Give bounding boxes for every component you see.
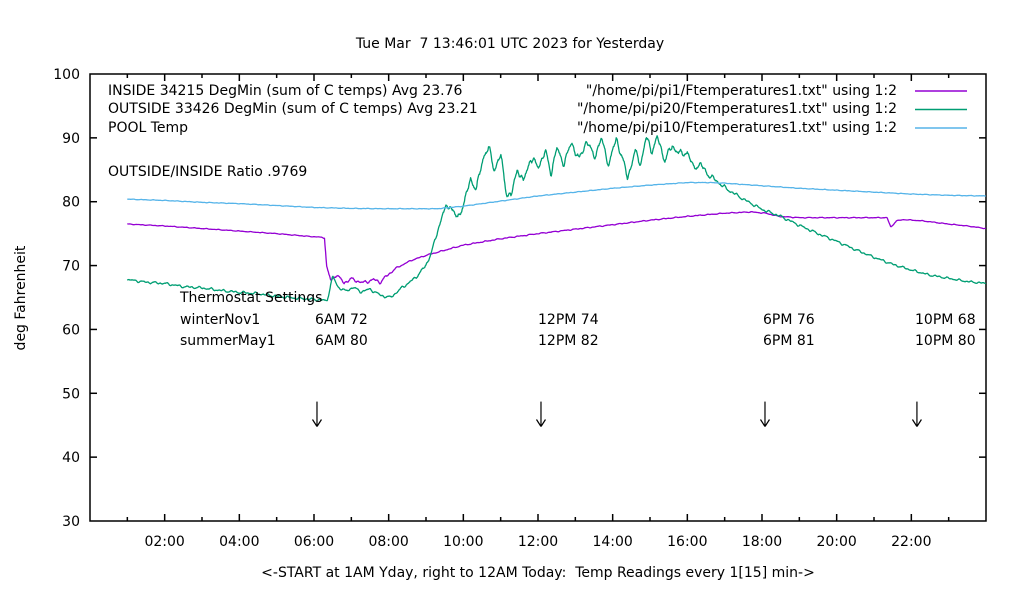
y-tick-label: 70 <box>62 259 80 275</box>
series-line-pool <box>127 181 987 210</box>
thermostat-arrow-head <box>535 419 542 427</box>
legend-file: "/home/pi/pi20/Ftemperatures1.txt" using… <box>576 101 897 117</box>
thermostat-arrow-head <box>764 419 770 427</box>
chart-title: Tue Mar 7 13:46:01 UTC 2023 for Yesterda… <box>355 36 665 52</box>
ratio-annotation: OUTSIDE/INSIDE Ratio .9769 <box>108 164 308 180</box>
thermostat-row-summer: summerMay1 6AM 80 12PM 82 6PM 81 10PM 80 <box>0 332 1020 350</box>
schedule-setting: 10PM 68 <box>915 312 976 328</box>
x-axis-label: <-START at 1AM Yday, right to 12AM Today… <box>261 565 815 581</box>
thermostat-row-winter: winterNov1 6AM 72 12PM 74 6PM 76 10PM 68 <box>0 311 1020 329</box>
schedule-setting: 6PM 76 <box>763 312 815 328</box>
y-tick-label: 100 <box>53 67 80 83</box>
x-tick-label: 12:00 <box>518 534 558 550</box>
legend-row-pool: POOL Temp "/home/pi/pi10/Ftemperatures1.… <box>108 119 897 137</box>
x-tick-label: 14:00 <box>592 534 632 550</box>
thermostat-arrow-head <box>311 419 318 427</box>
legend-label: INSIDE 34215 DegMin (sum of C temps) Avg… <box>108 83 463 99</box>
thermostat-arrow-head <box>316 419 322 427</box>
thermostat-arrow-head <box>911 419 918 427</box>
thermostat-arrow-head <box>916 419 922 427</box>
thermostat-heading: Thermostat Settings <box>180 290 323 306</box>
schedule-setting: 10PM 80 <box>915 333 976 349</box>
x-tick-label: 04:00 <box>219 534 259 550</box>
schedule-setting: 12PM 74 <box>538 312 599 328</box>
x-tick-label: 16:00 <box>667 534 707 550</box>
x-tick-label: 08:00 <box>368 534 408 550</box>
thermostat-arrow-head <box>540 419 546 427</box>
y-tick-label: 50 <box>62 386 80 402</box>
x-tick-label: 02:00 <box>144 534 184 550</box>
series-line-inside <box>127 211 986 285</box>
x-tick-label: 18:00 <box>742 534 782 550</box>
schedule-name: winterNov1 <box>180 312 261 328</box>
legend-row-outside: OUTSIDE 33426 DegMin (sum of C temps) Av… <box>108 100 897 118</box>
schedule-setting: 6AM 72 <box>315 312 368 328</box>
legend-row-inside: INSIDE 34215 DegMin (sum of C temps) Avg… <box>108 82 897 100</box>
x-tick-label: 20:00 <box>816 534 856 550</box>
schedule-setting: 12PM 82 <box>538 333 599 349</box>
x-tick-label: 22:00 <box>891 534 931 550</box>
legend-file: "/home/pi/pi1/Ftemperatures1.txt" using … <box>585 83 897 99</box>
legend-label: POOL Temp <box>108 120 189 136</box>
y-tick-label: 90 <box>62 131 80 147</box>
y-tick-label: 80 <box>62 195 80 211</box>
legend-label: OUTSIDE 33426 DegMin (sum of C temps) Av… <box>108 101 478 117</box>
y-tick-label: 40 <box>62 450 80 466</box>
y-tick-label: 60 <box>62 322 80 338</box>
thermostat-arrow-head <box>759 419 766 427</box>
y-tick-label: 30 <box>62 514 80 530</box>
schedule-setting: 6AM 80 <box>315 333 368 349</box>
x-tick-label: 06:00 <box>294 534 334 550</box>
legend-file: "/home/pi/pi10/Ftemperatures1.txt" using… <box>576 120 897 136</box>
schedule-name: summerMay1 <box>180 333 276 349</box>
schedule-setting: 6PM 81 <box>763 333 815 349</box>
y-axis-label: deg Fahrenheit <box>13 245 29 351</box>
series-line-outside <box>126 135 987 302</box>
x-tick-label: 10:00 <box>443 534 483 550</box>
